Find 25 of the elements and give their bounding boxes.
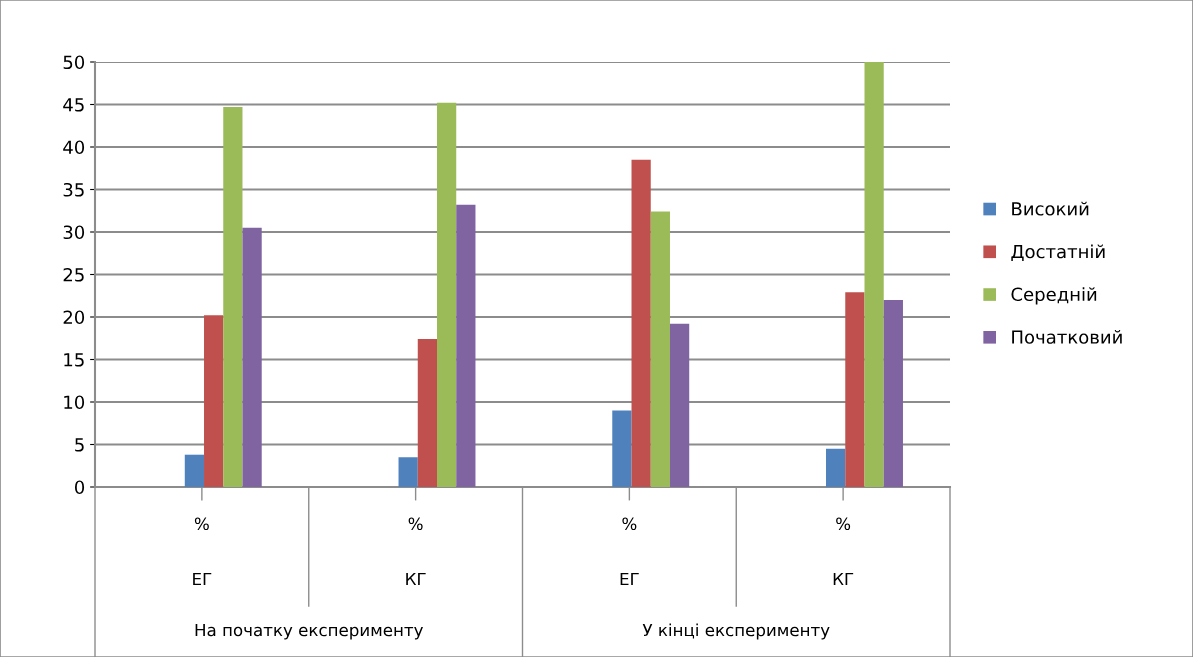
text: На початку експерименту — [195, 623, 423, 640]
y-tick-label: 5 — [75, 438, 84, 452]
y-tick-label: 20 — [63, 310, 85, 325]
text: КГ — [833, 572, 854, 586]
y-tick-label: 25 — [63, 267, 84, 282]
y-tick-label: 15 — [64, 353, 84, 367]
text: ЕГ — [193, 572, 212, 586]
legend-label: Достатній — [1011, 244, 1105, 261]
x-tick-label: % — [622, 517, 637, 531]
legend-label: Початковий — [1012, 329, 1122, 344]
y-tick-label: 45 — [63, 98, 84, 112]
x-tick-label: % — [194, 517, 209, 531]
y-tick-label: 30 — [63, 225, 85, 240]
legend-label: Високий — [1012, 201, 1089, 216]
x-tick-label: % — [408, 517, 423, 531]
text: КГ — [406, 572, 426, 586]
y-tick-label: 0 — [74, 480, 85, 495]
x-tick-label: % — [836, 517, 851, 531]
y-tick-label: 40 — [63, 140, 85, 155]
text: ЕГ — [620, 572, 639, 586]
legend-label: Середній — [1011, 287, 1097, 305]
y-tick-label: 35 — [63, 182, 84, 197]
text: У кінці експерименту — [642, 623, 830, 640]
y-tick-label: 50 — [63, 55, 85, 70]
y-tick-label: 10 — [64, 395, 85, 410]
